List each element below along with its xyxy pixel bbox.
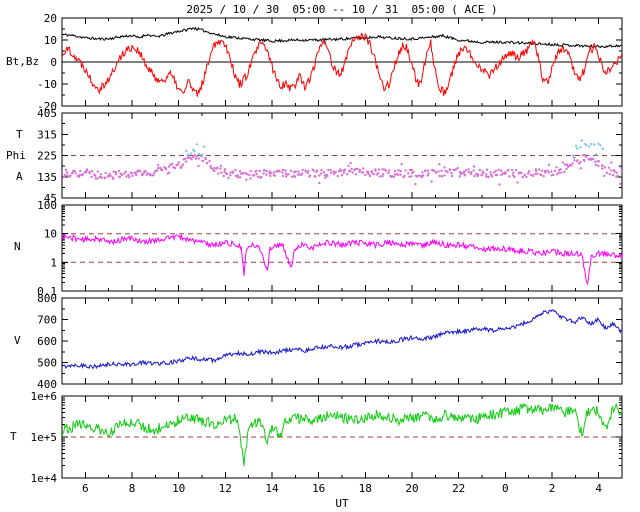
x-tick-label: 12 xyxy=(219,482,232,495)
y-tick-label: -20 xyxy=(37,100,57,113)
x-tick-label: 10 xyxy=(172,482,185,495)
x-tick-label: 4 xyxy=(595,482,602,495)
x-tick-label: 6 xyxy=(82,482,89,495)
x-tick-label: 0 xyxy=(502,482,509,495)
y-tick-label: 0.1 xyxy=(37,285,57,298)
panel-label-v: V xyxy=(14,334,21,347)
y-tick-label: 10 xyxy=(44,34,57,47)
v-line-series xyxy=(62,309,622,370)
n-line-series xyxy=(62,233,622,286)
panel-frame xyxy=(61,297,623,385)
bt-line-series xyxy=(62,26,622,49)
y-tick-label: 600 xyxy=(37,335,57,348)
panel-label-phi: Phi xyxy=(6,149,26,162)
plot-title: 2025 / 10 / 30 05:00 -- 10 / 31 05:00 ( … xyxy=(186,3,498,16)
y-tick-label: 100 xyxy=(37,199,57,212)
phi-high-1-scatter-series xyxy=(185,143,206,156)
y-tick-label: 400 xyxy=(37,378,57,391)
panel-label-temperature: T xyxy=(10,430,17,443)
y-tick-label: 1e+5 xyxy=(31,431,58,444)
y-tick-label: 20 xyxy=(44,12,57,25)
y-tick-label: 405 xyxy=(37,107,57,120)
y-tick-label: 225 xyxy=(37,150,57,163)
panel-label-n: N xyxy=(14,240,21,253)
phi-scatter-series xyxy=(62,154,622,186)
x-tick-label: 2 xyxy=(549,482,556,495)
panel-label-bt-bz: Bt,Bz xyxy=(6,55,40,68)
y-tick-label: 315 xyxy=(37,128,57,141)
t-line-series xyxy=(62,402,622,467)
x-tick-label: 20 xyxy=(405,482,418,495)
y-tick-label: 800 xyxy=(37,292,57,305)
y-tick-label: 1 xyxy=(50,256,57,269)
y-tick-label: 10 xyxy=(44,228,57,241)
x-tick-label: 14 xyxy=(265,482,279,495)
panel-label-t: T xyxy=(16,128,23,141)
y-tick-label: 500 xyxy=(37,357,57,370)
x-tick-label: 22 xyxy=(452,482,465,495)
y-tick-label: -10 xyxy=(37,78,57,91)
x-tick-label: 18 xyxy=(359,482,372,495)
bz-line-series xyxy=(62,32,622,97)
panel-frame xyxy=(61,204,623,292)
y-tick-label: 45 xyxy=(44,192,57,205)
x-tick-label: 16 xyxy=(312,482,325,495)
panel-label-a: A xyxy=(16,170,23,183)
x-tick-label: 8 xyxy=(129,482,136,495)
x-axis-label: UT xyxy=(335,497,349,510)
y-tick-label: 135 xyxy=(37,171,57,184)
phi-high-2-scatter-series xyxy=(571,139,604,157)
y-tick-label: 1e+4 xyxy=(31,472,58,485)
y-tick-label: 700 xyxy=(37,314,57,327)
y-tick-label: 0 xyxy=(50,56,57,69)
y-tick-label: 1e+6 xyxy=(31,390,58,403)
